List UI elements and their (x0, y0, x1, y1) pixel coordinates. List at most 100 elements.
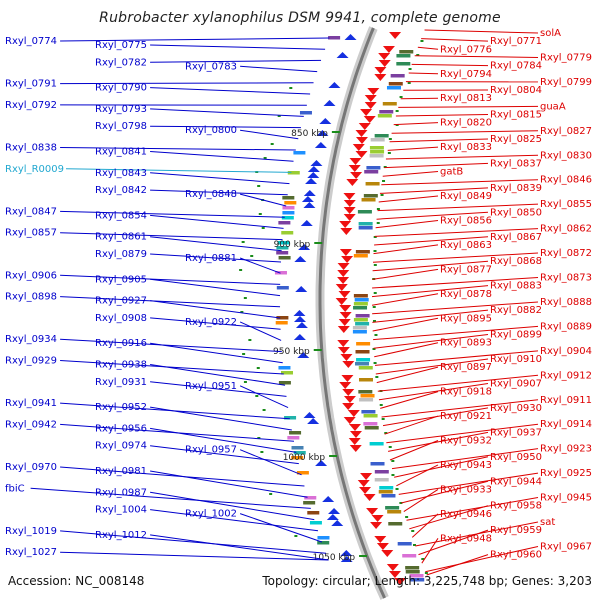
feature-block (399, 50, 414, 54)
feature-block (307, 511, 320, 515)
gc-marker (413, 544, 417, 546)
left-gene-label: Rxyl_0854 (95, 210, 147, 221)
right-leader-line (398, 105, 539, 108)
feature-block (282, 206, 295, 210)
left-gene-label: Rxyl_0951 (185, 381, 237, 392)
reverse-gene-arrow (316, 130, 329, 136)
right-gene-label: Rxyl_0856 (440, 215, 492, 226)
gc-marker (405, 516, 409, 518)
gc-marker (289, 87, 293, 89)
right-leader-line (372, 301, 539, 315)
left-leader-line (150, 534, 329, 561)
right-leader-line (372, 309, 489, 323)
right-leader-line (382, 171, 439, 177)
reverse-gene-arrow (307, 166, 320, 172)
gc-marker (255, 395, 259, 397)
right-leader-line (380, 391, 439, 409)
left-leader-line (239, 193, 287, 207)
feature-block (309, 521, 322, 525)
feature-block (281, 371, 294, 375)
left-gene-label: Rxyl_0952 (95, 402, 147, 413)
right-gene-label: Rxyl_0850 (490, 207, 542, 218)
left-leader-line (239, 449, 302, 476)
feature-block (361, 410, 376, 414)
gc-marker (373, 250, 377, 252)
forward-gene-arrow (337, 326, 350, 333)
left-gene-label: Rxyl_0842 (95, 185, 147, 196)
left-leader-line (60, 147, 296, 151)
right-gene-label: Rxyl_0937 (490, 427, 542, 438)
gc-marker (380, 194, 384, 196)
right-leader-line (408, 72, 439, 75)
feature-block (360, 394, 375, 398)
right-gene-label: Rxyl_0945 (540, 493, 592, 504)
right-leader-line (385, 154, 539, 160)
feature-block (361, 198, 376, 202)
right-gene-label: Rxyl_0794 (440, 69, 492, 80)
right-leader-line (373, 325, 539, 341)
right-leader-line (376, 211, 489, 220)
left-leader-line (150, 317, 281, 330)
left-gene-label: Rxyl_0775 (95, 40, 147, 51)
left-gene-label: Rxyl_0881 (185, 253, 237, 264)
left-gene-label: Rxyl_R0009 (5, 164, 64, 175)
right-leader-line (426, 554, 489, 576)
right-gene-label: Rxyl_0933 (440, 484, 492, 495)
feature-block (355, 350, 370, 354)
left-leader-line (60, 232, 283, 241)
left-leader-line (150, 278, 281, 297)
feature-block (396, 62, 411, 66)
feature-block (379, 110, 394, 114)
gc-marker (391, 460, 395, 462)
reverse-gene-arrow (305, 178, 318, 184)
left-gene-label: Rxyl_0922 (185, 317, 237, 328)
feature-block (359, 398, 374, 402)
feature-block (357, 210, 372, 214)
forward-gene-arrow (335, 298, 348, 305)
feature-block (278, 366, 291, 370)
forward-gene-arrow (339, 249, 352, 256)
forward-gene-arrow (339, 305, 352, 312)
right-gene-label: Rxyl_0799 (540, 77, 592, 88)
feature-block (363, 414, 378, 418)
left-gene-label: Rxyl_0843 (95, 168, 147, 179)
feature-block (303, 501, 316, 505)
right-gene-label: Rxyl_0911 (540, 395, 592, 406)
gc-marker (407, 82, 411, 84)
left-leader-line (150, 236, 282, 252)
right-leader-line (393, 122, 439, 126)
feature-block (356, 358, 371, 362)
left-gene-label: Rxyl_1012 (95, 530, 147, 541)
forward-gene-arrow (382, 46, 395, 53)
right-leader-line (371, 293, 439, 306)
left-leader-line (150, 108, 304, 117)
left-gene-label: Rxyl_0800 (185, 125, 237, 136)
gc-marker (388, 446, 392, 448)
gc-marker (269, 493, 273, 495)
feature-block (379, 486, 394, 490)
forward-gene-arrow (346, 179, 359, 186)
left-leader-line (150, 406, 292, 431)
left-gene-label: Rxyl_0987 (95, 487, 147, 498)
right-gene-label: Rxyl_0873 (540, 273, 592, 284)
left-leader-line (65, 168, 292, 173)
right-gene-label: Rxyl_0907 (490, 378, 542, 389)
left-leader-line (150, 59, 322, 63)
gc-marker (384, 432, 388, 434)
right-leader-line (384, 415, 439, 435)
right-leader-line (377, 374, 539, 392)
forward-gene-arrow (339, 312, 352, 319)
forward-gene-arrow (363, 494, 376, 501)
right-leader-line (371, 285, 489, 298)
right-leader-line (391, 448, 539, 470)
right-leader-line (381, 179, 539, 186)
reverse-gene-arrow (328, 508, 341, 514)
left-gene-label: Rxyl_0848 (185, 189, 237, 200)
reverse-gene-arrow (310, 160, 323, 166)
reverse-gene-arrow (295, 322, 308, 328)
feature-block (304, 496, 317, 500)
forward-gene-arrow (349, 158, 362, 165)
forward-gene-arrow (341, 256, 354, 263)
left-gene-label: Rxyl_0798 (95, 121, 147, 132)
left-leader-line (150, 342, 283, 364)
